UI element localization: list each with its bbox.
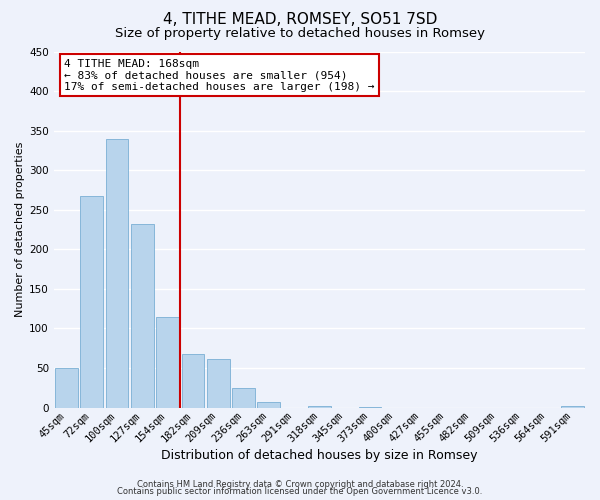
Bar [182,354,204,408]
Bar [55,368,78,408]
Text: Size of property relative to detached houses in Romsey: Size of property relative to detached ho… [115,28,485,40]
Text: Contains HM Land Registry data © Crown copyright and database right 2024.: Contains HM Land Registry data © Crown c… [137,480,463,489]
Y-axis label: Number of detached properties: Number of detached properties [15,142,25,317]
X-axis label: Distribution of detached houses by size in Romsey: Distribution of detached houses by size … [161,450,478,462]
Bar [80,196,103,408]
Bar [131,224,154,408]
Bar [106,138,128,407]
Bar [359,407,382,408]
Bar [207,358,230,408]
Text: Contains public sector information licensed under the Open Government Licence v3: Contains public sector information licen… [118,487,482,496]
Bar [257,402,280,407]
Text: 4, TITHE MEAD, ROMSEY, SO51 7SD: 4, TITHE MEAD, ROMSEY, SO51 7SD [163,12,437,28]
Bar [232,388,255,407]
Bar [156,318,179,408]
Bar [561,406,584,407]
Text: 4 TITHE MEAD: 168sqm
← 83% of detached houses are smaller (954)
17% of semi-deta: 4 TITHE MEAD: 168sqm ← 83% of detached h… [64,58,375,92]
Bar [308,406,331,407]
